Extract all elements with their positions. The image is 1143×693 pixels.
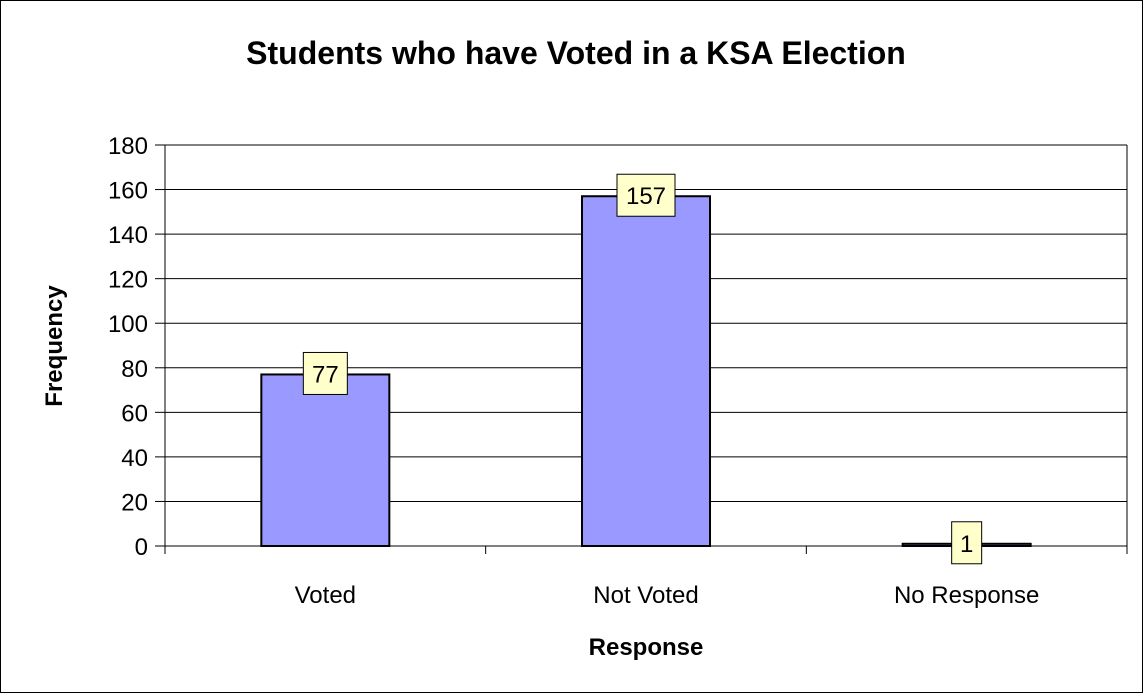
data-label-box bbox=[616, 173, 676, 217]
bar bbox=[581, 195, 711, 547]
y-tick-label: 140 bbox=[108, 222, 148, 249]
y-tick-label: 100 bbox=[108, 311, 148, 338]
bar bbox=[260, 373, 391, 548]
y-tick-label: 160 bbox=[108, 178, 148, 205]
data-label: 77 bbox=[312, 361, 339, 388]
y-tick-label: 40 bbox=[121, 445, 148, 472]
data-label-box bbox=[302, 351, 348, 395]
data-label: 1 bbox=[960, 531, 973, 558]
data-label: 157 bbox=[626, 183, 666, 210]
x-tick-label: Not Voted bbox=[593, 582, 698, 609]
x-tick-label: No Response bbox=[894, 582, 1039, 609]
data-labels: 77 157 1 bbox=[302, 173, 983, 565]
y-tick-label: 120 bbox=[108, 267, 148, 294]
y-tick-label: 80 bbox=[121, 356, 148, 383]
x-axis-title: Response bbox=[589, 634, 704, 661]
y-tick-label: 180 bbox=[108, 133, 148, 160]
axes: 0 20 40 60 80 100 120 140 160 180 Voted Not Voted No… bbox=[108, 133, 1128, 609]
data-label-box bbox=[951, 521, 983, 565]
bars bbox=[260, 195, 1032, 548]
y-tick-label: 0 bbox=[135, 534, 148, 561]
y-tick-label: 20 bbox=[121, 489, 148, 516]
chart-title: Students who have Voted in a KSA Electio… bbox=[246, 35, 906, 71]
y-tick-label: 60 bbox=[121, 400, 148, 427]
y-axis-title: Frequency bbox=[41, 285, 68, 407]
x-tick-label: Voted bbox=[295, 582, 356, 609]
